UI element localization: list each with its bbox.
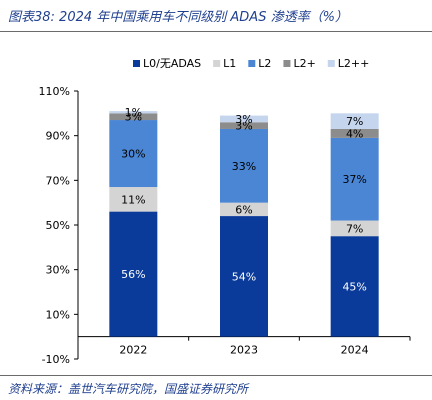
legend-swatch-3 [283, 60, 291, 67]
legend-swatch-0 [133, 60, 140, 67]
legend-label-4: L2++ [338, 57, 370, 70]
data-label-2024-2: 37% [342, 173, 366, 186]
data-label-2024-1: 7% [346, 222, 363, 235]
bar-2024-2 [330, 137, 379, 221]
data-label-2024-3: 4% [346, 127, 363, 140]
y-tick-label-0: -10% [42, 353, 70, 366]
data-label-2023-3: 3% [235, 120, 252, 133]
legend-label-0: L0/无ADAS [143, 57, 201, 70]
y-tick-label-6: 110% [39, 85, 70, 98]
data-label-2022-4: 1% [125, 106, 142, 119]
legend-label-3: L2+ [293, 57, 315, 70]
bar-2024-1 [330, 220, 379, 237]
x-tick-label-1: 2023 [230, 344, 258, 357]
source-note: 资料来源：盖世汽车研究院，国盛证券研究所 [8, 382, 249, 396]
stacked-bar-chart: L0/无ADAS L1 L2 L2+ L2++ -10% 10% 30% 50% 70% 90% 11… [39, 57, 411, 366]
bar-2024-4 [330, 113, 379, 129]
x-tick-label-2: 2024 [341, 344, 369, 357]
y-tick-label-3: 50% [46, 219, 70, 232]
top-rule [0, 31, 432, 32]
bar-2023-0 [220, 216, 268, 337]
data-label-2023-0: 54% [232, 270, 256, 283]
data-label-2022-0: 56% [121, 268, 145, 281]
bar-2022-2 [109, 120, 158, 188]
data-label-2024-0: 45% [342, 280, 366, 293]
y-tick-label-4: 70% [46, 174, 70, 187]
bar-2023-4 [220, 115, 268, 123]
bar-2022-3 [109, 113, 158, 121]
y-tick-label-1: 10% [46, 308, 70, 321]
data-label-2024-4: 7% [346, 115, 363, 128]
bottom-rule [0, 375, 432, 376]
bar-2023-2 [220, 128, 268, 203]
x-tick-label-0: 2022 [119, 344, 147, 357]
bar-2023-1 [220, 202, 268, 217]
bar-2024-0 [330, 236, 379, 337]
y-tick-label-5: 90% [46, 130, 70, 143]
legend-swatch-2 [248, 60, 256, 67]
bar-2022-1 [109, 187, 158, 212]
bar-2024-3 [330, 128, 379, 138]
data-label-2022-2: 30% [121, 148, 145, 161]
legend-label-1: L1 [223, 57, 236, 70]
data-label-2023-2: 33% [232, 160, 256, 173]
bar-2022-4 [109, 111, 158, 114]
legend-label-2: L2 [258, 57, 271, 70]
y-tick-label-2: 30% [46, 264, 70, 277]
legend-swatch-1 [213, 60, 221, 67]
bar-2022-0 [109, 211, 158, 337]
data-label-2023-4: 3% [235, 113, 252, 126]
data-label-2023-1: 6% [235, 203, 252, 216]
legend-swatch-4 [327, 60, 335, 67]
data-label-2022-3: 3% [125, 111, 142, 124]
chart-title: 图表38: 2024 年中国乘用车不同级别 ADAS 渗透率（%） [8, 10, 348, 25]
bar-2023-3 [220, 122, 268, 129]
data-label-2022-1: 11% [121, 193, 145, 206]
